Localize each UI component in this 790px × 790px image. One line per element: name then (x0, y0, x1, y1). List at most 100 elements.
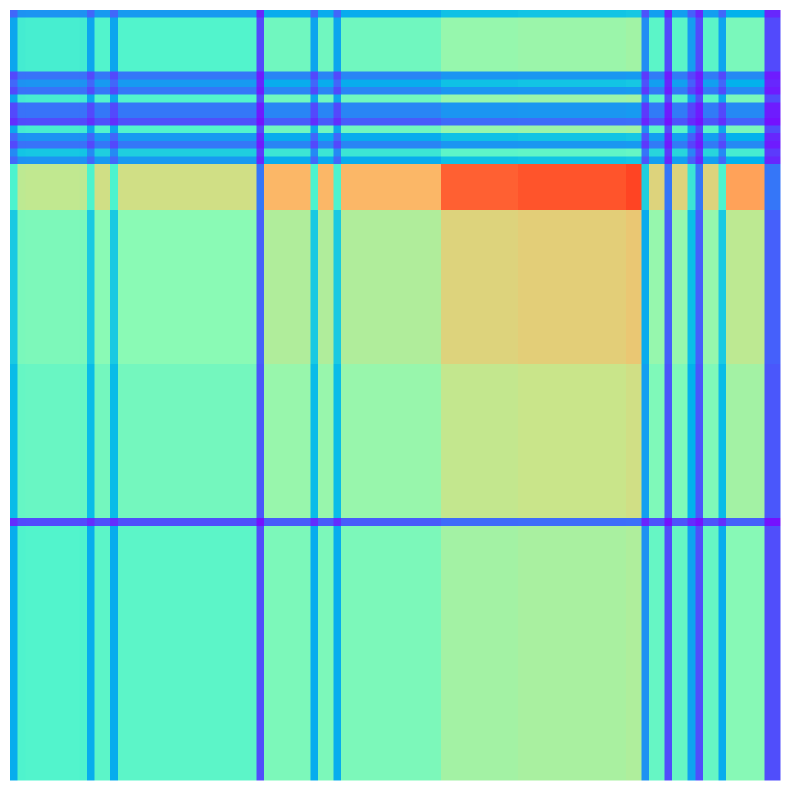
heatmap-cell (318, 133, 326, 141)
heatmap-cell (618, 249, 626, 257)
heatmap-cell (102, 179, 110, 187)
heatmap-cell (434, 357, 442, 365)
heatmap-cell (495, 126, 503, 134)
heatmap-cell (141, 172, 149, 180)
heatmap-cell (10, 233, 18, 241)
heatmap-cell (434, 95, 442, 103)
heatmap-cell (688, 303, 696, 311)
heatmap-cell (464, 95, 472, 103)
heatmap-cell (503, 372, 511, 380)
heatmap-cell (349, 226, 357, 234)
heatmap-cell (703, 372, 711, 380)
heatmap-cell (218, 280, 226, 288)
heatmap-cell (349, 210, 357, 218)
heatmap-cell (464, 287, 472, 295)
heatmap-cell (272, 87, 280, 95)
heatmap-cell (110, 280, 118, 288)
heatmap-cell (364, 141, 372, 149)
heatmap-cell (418, 326, 426, 334)
heatmap-cell (110, 256, 118, 264)
heatmap-cell (25, 87, 33, 95)
heatmap-cell (210, 41, 218, 49)
heatmap-cell (418, 64, 426, 72)
heatmap-cell (10, 25, 18, 33)
heatmap-cell (79, 256, 87, 264)
heatmap-cell (380, 141, 388, 149)
heatmap-cell (64, 49, 72, 57)
heatmap-cell (349, 280, 357, 288)
heatmap-cell (56, 118, 64, 126)
heatmap-cell (410, 256, 418, 264)
heatmap-cell (434, 156, 442, 164)
heatmap-cell (534, 187, 542, 195)
heatmap-cell (503, 118, 511, 126)
heatmap-cell (118, 195, 126, 203)
heatmap-cell (203, 264, 211, 272)
heatmap-cell (79, 95, 87, 103)
heatmap-cell (672, 318, 680, 326)
heatmap-cell (18, 218, 26, 226)
heatmap-cell (25, 210, 33, 218)
heatmap-cell (657, 233, 665, 241)
heatmap-cell (10, 49, 18, 57)
heatmap-cell (772, 149, 780, 157)
heatmap-cell (118, 95, 126, 103)
heatmap-cell (87, 72, 95, 80)
heatmap-cell (280, 187, 288, 195)
heatmap-cell (511, 164, 519, 172)
heatmap-cell (403, 95, 411, 103)
heatmap-cell (226, 25, 234, 33)
heatmap-cell (526, 310, 534, 318)
heatmap-cell (703, 18, 711, 26)
heatmap-cell (118, 218, 126, 226)
heatmap-cell (141, 64, 149, 72)
heatmap-cell (487, 310, 495, 318)
heatmap-cell (603, 203, 611, 211)
heatmap-cell (272, 287, 280, 295)
heatmap-cell (110, 387, 118, 395)
heatmap-cell (249, 164, 257, 172)
heatmap-cell (711, 357, 719, 365)
heatmap-cell (603, 264, 611, 272)
heatmap-cell (187, 87, 195, 95)
heatmap-cell (164, 287, 172, 295)
heatmap-cell (102, 387, 110, 395)
heatmap-cell (179, 349, 187, 357)
heatmap-cell (172, 141, 180, 149)
heatmap-cell (110, 295, 118, 303)
heatmap-cell (126, 195, 134, 203)
heatmap-cell (18, 118, 26, 126)
heatmap-cell (765, 326, 773, 334)
heatmap-cell (102, 102, 110, 110)
heatmap-cell (172, 33, 180, 41)
heatmap-cell (395, 280, 403, 288)
heatmap-cell (757, 203, 765, 211)
heatmap-cell (56, 110, 64, 118)
heatmap-cell (272, 380, 280, 388)
heatmap-cell (487, 233, 495, 241)
heatmap-cell (179, 341, 187, 349)
heatmap-cell (534, 195, 542, 203)
heatmap-cell (226, 372, 234, 380)
heatmap-cell (526, 126, 534, 134)
heatmap-cell (95, 195, 103, 203)
heatmap-cell (287, 233, 295, 241)
heatmap-cell (634, 41, 642, 49)
heatmap-cell (495, 364, 503, 372)
heatmap-cell (526, 102, 534, 110)
heatmap-cell (634, 341, 642, 349)
heatmap-cell (357, 210, 365, 218)
heatmap-cell (226, 380, 234, 388)
heatmap-cell (249, 226, 257, 234)
heatmap-cell (626, 210, 634, 218)
heatmap-cell (156, 64, 164, 72)
heatmap-cell (256, 349, 264, 357)
heatmap-cell (457, 326, 465, 334)
heatmap-cell (226, 387, 234, 395)
heatmap-cell (118, 210, 126, 218)
heatmap-cell (511, 357, 519, 365)
heatmap-cell (133, 318, 141, 326)
heatmap-cell (395, 179, 403, 187)
heatmap-cell (49, 272, 57, 280)
heatmap-cell (595, 264, 603, 272)
